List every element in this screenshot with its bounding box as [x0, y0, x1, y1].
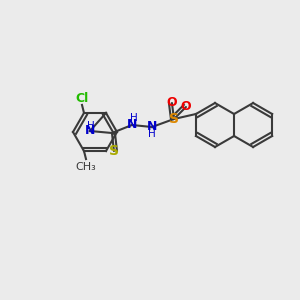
Text: N: N: [147, 119, 157, 133]
Text: N: N: [85, 124, 95, 137]
Text: Cl: Cl: [75, 92, 88, 105]
Text: H: H: [87, 121, 95, 131]
Text: H: H: [148, 129, 156, 139]
Text: CH₃: CH₃: [76, 162, 96, 172]
Text: O: O: [167, 97, 177, 110]
Text: S: S: [109, 144, 119, 158]
Text: H: H: [130, 113, 138, 123]
Text: N: N: [127, 118, 137, 130]
Text: S: S: [169, 112, 179, 126]
Text: O: O: [181, 100, 191, 113]
